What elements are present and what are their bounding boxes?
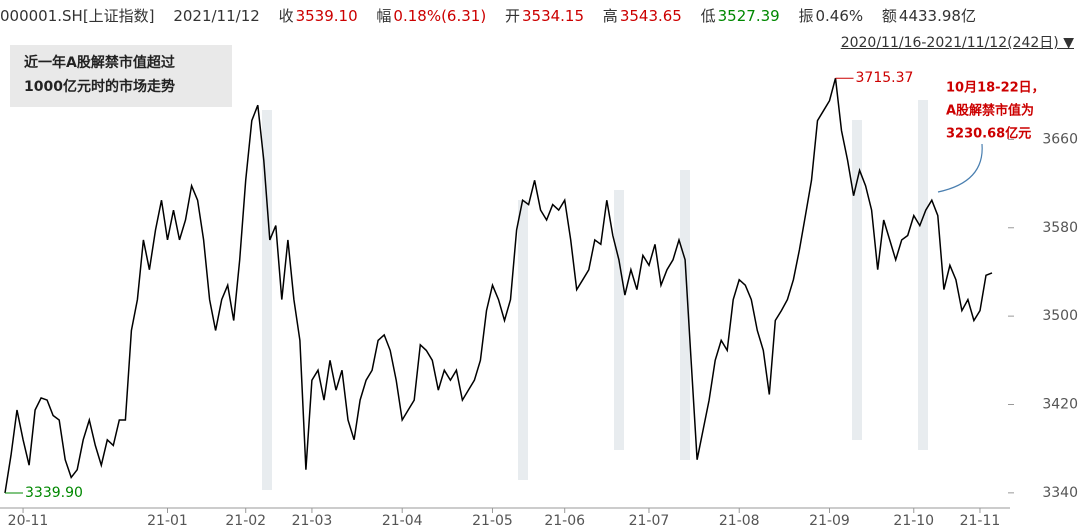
x-tick-label: 21-03: [292, 513, 333, 529]
label: 振: [798, 7, 814, 25]
label: 低: [700, 7, 716, 25]
x-tick-label: 21-06: [544, 513, 585, 529]
x-tick-label: 21-01: [147, 513, 188, 529]
x-tick-label: 21-09: [809, 513, 850, 529]
label: 开: [504, 7, 520, 25]
date: 2021/11/12: [173, 7, 260, 25]
callout: [937, 143, 983, 193]
value: 3543.65: [619, 7, 682, 25]
value: 3534.15: [521, 7, 585, 25]
value: 3527.39: [717, 7, 780, 25]
annotation: 10月18-22日，: [946, 81, 1045, 96]
x-tick-label: 21-10: [893, 513, 934, 529]
header: 000001.SH[上证指数] 2021/11/12 收 3539.10 幅 0.1…: [0, 5, 978, 26]
y-tick-label: 3340: [1042, 485, 1078, 501]
annotation: 3230.68亿元: [946, 126, 1031, 142]
annotation: A股解禁市值为: [946, 103, 1034, 119]
x-tick-label: 21-11: [960, 513, 1001, 529]
x-tick-label: 21-04: [382, 513, 423, 529]
x-tick-label: 21-05: [472, 513, 513, 529]
x-tick-label: 21-02: [225, 513, 266, 529]
value: 4433.98亿: [898, 7, 976, 25]
y-tick-label: 3500: [1042, 308, 1078, 324]
x-tick-label: 21-07: [629, 513, 670, 529]
label: 幅: [376, 7, 392, 25]
label: 额: [881, 7, 897, 25]
y-tick-label: 3660: [1042, 131, 1078, 147]
y-tick-label: 3420: [1042, 396, 1078, 412]
x-tick-label: 21-08: [719, 513, 760, 529]
label: 高: [602, 7, 618, 25]
label: 收: [278, 7, 294, 25]
value: 0.18%(6.31): [393, 7, 487, 25]
date-range[interactable]: 2020/11/16-2021/11/12(242日) ▼: [840, 35, 1074, 51]
value-label: 3339.90: [25, 485, 83, 501]
range: 2020/11/16-2021/11/12(242日): [840, 35, 1059, 51]
line: [4, 78, 993, 494]
x-tick-label: 20-11: [8, 513, 49, 529]
title: 1000亿元时的市场走势: [24, 78, 175, 95]
code: 000001.SH[上证指数]: [0, 7, 155, 25]
title: 近一年A股解禁市值超过: [24, 54, 175, 71]
value-label: 3715.37: [856, 70, 914, 86]
watermark: [262, 100, 928, 490]
value: 0.46%: [815, 7, 864, 25]
y-tick-label: 3580: [1042, 220, 1078, 236]
title-box: [10, 45, 232, 107]
value: 3539.10: [295, 7, 358, 25]
